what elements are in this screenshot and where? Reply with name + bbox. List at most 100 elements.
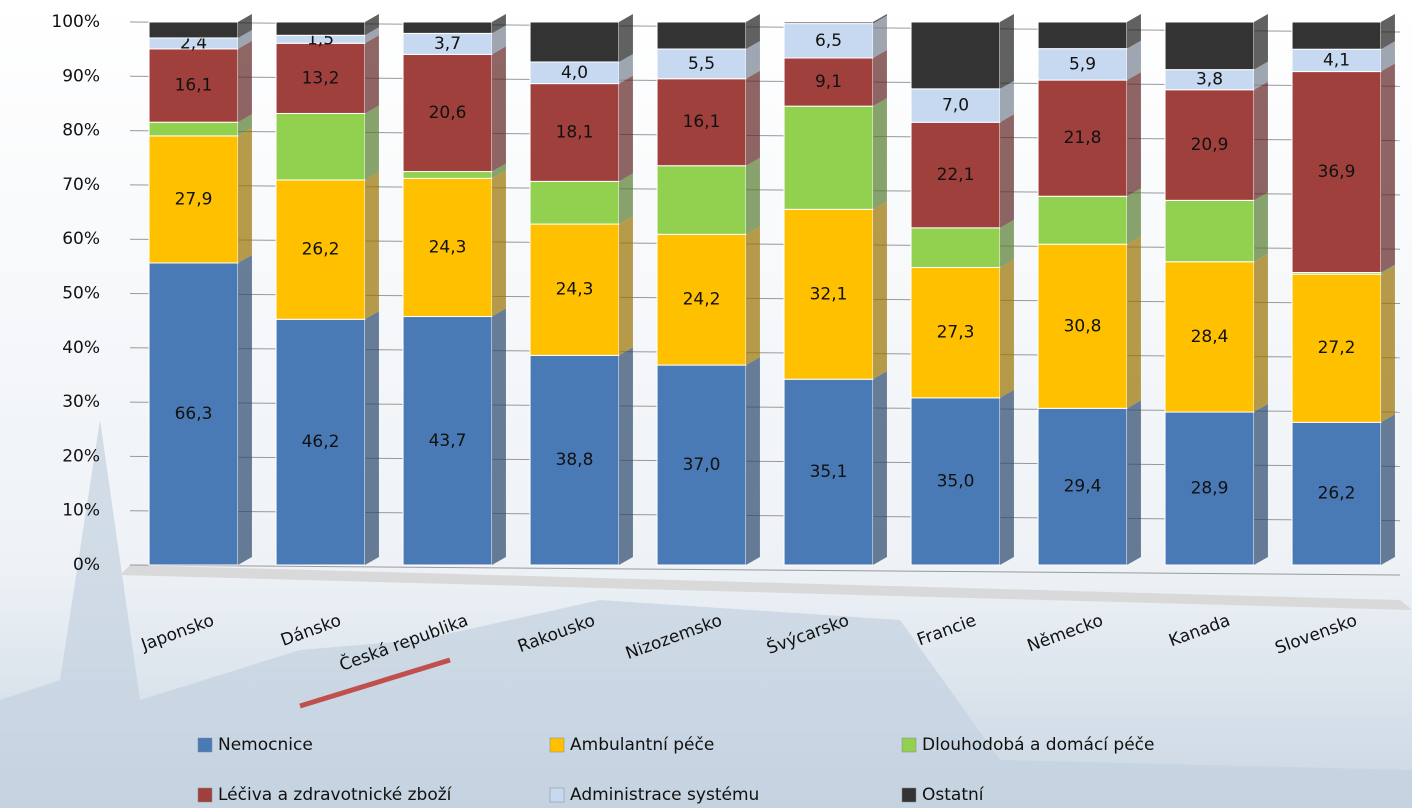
- data-label: 20,6: [429, 103, 467, 123]
- bar-side: [365, 105, 379, 179]
- legend-label: Nemocnice: [218, 735, 313, 755]
- data-label: 26,2: [1318, 484, 1356, 504]
- data-label: 43,7: [429, 431, 467, 451]
- bar-side: [365, 35, 379, 113]
- bar-segment: [276, 113, 365, 179]
- bar-side: [619, 347, 633, 565]
- bar-segment: [530, 22, 619, 62]
- bar-side: [1381, 266, 1395, 422]
- data-label: 28,9: [1191, 479, 1229, 499]
- bar-side: [873, 371, 887, 565]
- y-tick-label: 60%: [62, 229, 100, 249]
- bar-side: [492, 309, 506, 565]
- data-label: 46,2: [302, 432, 340, 452]
- y-tick-label: 40%: [62, 338, 100, 358]
- bar-side: [1127, 188, 1141, 244]
- bar-side: [1127, 400, 1141, 565]
- data-label: 32,1: [810, 284, 848, 304]
- data-label: 35,0: [937, 471, 975, 491]
- bar-side: [1127, 72, 1141, 196]
- data-label: 4,0: [561, 63, 588, 83]
- y-tick-label: 100%: [51, 12, 100, 32]
- y-tick-label: 0%: [73, 555, 100, 575]
- bar-side: [365, 172, 379, 319]
- data-label: 27,3: [937, 323, 975, 343]
- bar-segment: [530, 181, 619, 224]
- data-label: 7,0: [942, 96, 969, 116]
- bar-segment: [657, 22, 746, 49]
- data-label: 20,9: [1191, 135, 1229, 155]
- bar-side: [873, 98, 887, 209]
- data-label: 18,1: [556, 122, 594, 142]
- bar-side: [619, 14, 633, 62]
- data-label: 66,3: [175, 404, 213, 424]
- bar-segment: [911, 22, 1000, 89]
- bar-segment: [276, 22, 365, 35]
- data-label: 35,1: [810, 462, 848, 482]
- data-label: 30,8: [1064, 316, 1102, 336]
- bar-side: [1381, 414, 1395, 565]
- data-label: 24,3: [556, 280, 594, 300]
- bar-side: [1000, 114, 1014, 228]
- bar-side: [1000, 390, 1014, 565]
- data-label: 22,1: [937, 165, 975, 185]
- legend-label: Léčiva a zdravotnické zboží: [218, 785, 453, 805]
- bar-segment: [1038, 196, 1127, 244]
- data-label: 5,9: [1069, 54, 1096, 74]
- data-label: 9,1: [815, 72, 842, 92]
- data-label: 37,0: [683, 455, 721, 475]
- bar-side: [619, 76, 633, 182]
- bar-side: [746, 158, 760, 235]
- y-tick-label: 90%: [62, 66, 100, 86]
- bar-side: [1000, 220, 1014, 268]
- y-tick-label: 70%: [62, 175, 100, 195]
- bar-side: [746, 357, 760, 565]
- bar-side: [492, 46, 506, 171]
- data-label: 16,1: [683, 112, 721, 132]
- data-label: 3,7: [434, 34, 461, 54]
- bar-segment: [1292, 22, 1381, 49]
- bar-segment: [149, 122, 238, 136]
- data-label: 3,8: [1196, 70, 1223, 90]
- bar-side: [238, 41, 252, 122]
- bar-side: [746, 71, 760, 166]
- bar-segment: [911, 228, 1000, 268]
- legend-swatch: [550, 788, 564, 802]
- data-label: 24,2: [683, 290, 721, 310]
- data-label: 26,2: [302, 240, 340, 260]
- y-tick-label: 10%: [62, 501, 100, 521]
- legend-swatch: [902, 738, 916, 752]
- bar-side: [1254, 254, 1268, 412]
- bar-segment: [784, 22, 873, 24]
- bar-side: [873, 50, 887, 106]
- data-label: 38,8: [556, 450, 594, 470]
- y-tick-label: 80%: [62, 121, 100, 141]
- data-label: 24,3: [429, 237, 467, 257]
- data-label: 28,4: [1191, 327, 1229, 347]
- y-tick-label: 30%: [62, 392, 100, 412]
- legend-label: Administrace systému: [570, 785, 759, 805]
- data-label: 27,2: [1318, 338, 1356, 358]
- legend-swatch: [198, 788, 212, 802]
- bar-side: [873, 201, 887, 379]
- data-label: 13,2: [302, 68, 340, 88]
- data-label: 29,4: [1064, 477, 1102, 497]
- legend-label: Ambulantní péče: [570, 735, 714, 755]
- bar-segment: [657, 166, 746, 235]
- data-label: 36,9: [1318, 162, 1356, 182]
- bar-side: [1127, 236, 1141, 408]
- data-label: 16,1: [175, 76, 213, 96]
- legend-swatch: [550, 738, 564, 752]
- legend-swatch: [902, 788, 916, 802]
- legend-label: Ostatní: [922, 785, 985, 805]
- bar-side: [746, 226, 760, 365]
- bar-side: [1254, 14, 1268, 70]
- bar-side: [619, 216, 633, 355]
- bar-side: [1254, 192, 1268, 261]
- data-label: 21,8: [1064, 128, 1102, 148]
- chart: 0%10%20%30%40%50%60%70%80%90%100%66,327,…: [0, 0, 1412, 808]
- y-tick-label: 20%: [62, 446, 100, 466]
- data-label: 5,5: [688, 54, 715, 74]
- bar-side: [365, 311, 379, 565]
- data-label: 6,5: [815, 31, 842, 51]
